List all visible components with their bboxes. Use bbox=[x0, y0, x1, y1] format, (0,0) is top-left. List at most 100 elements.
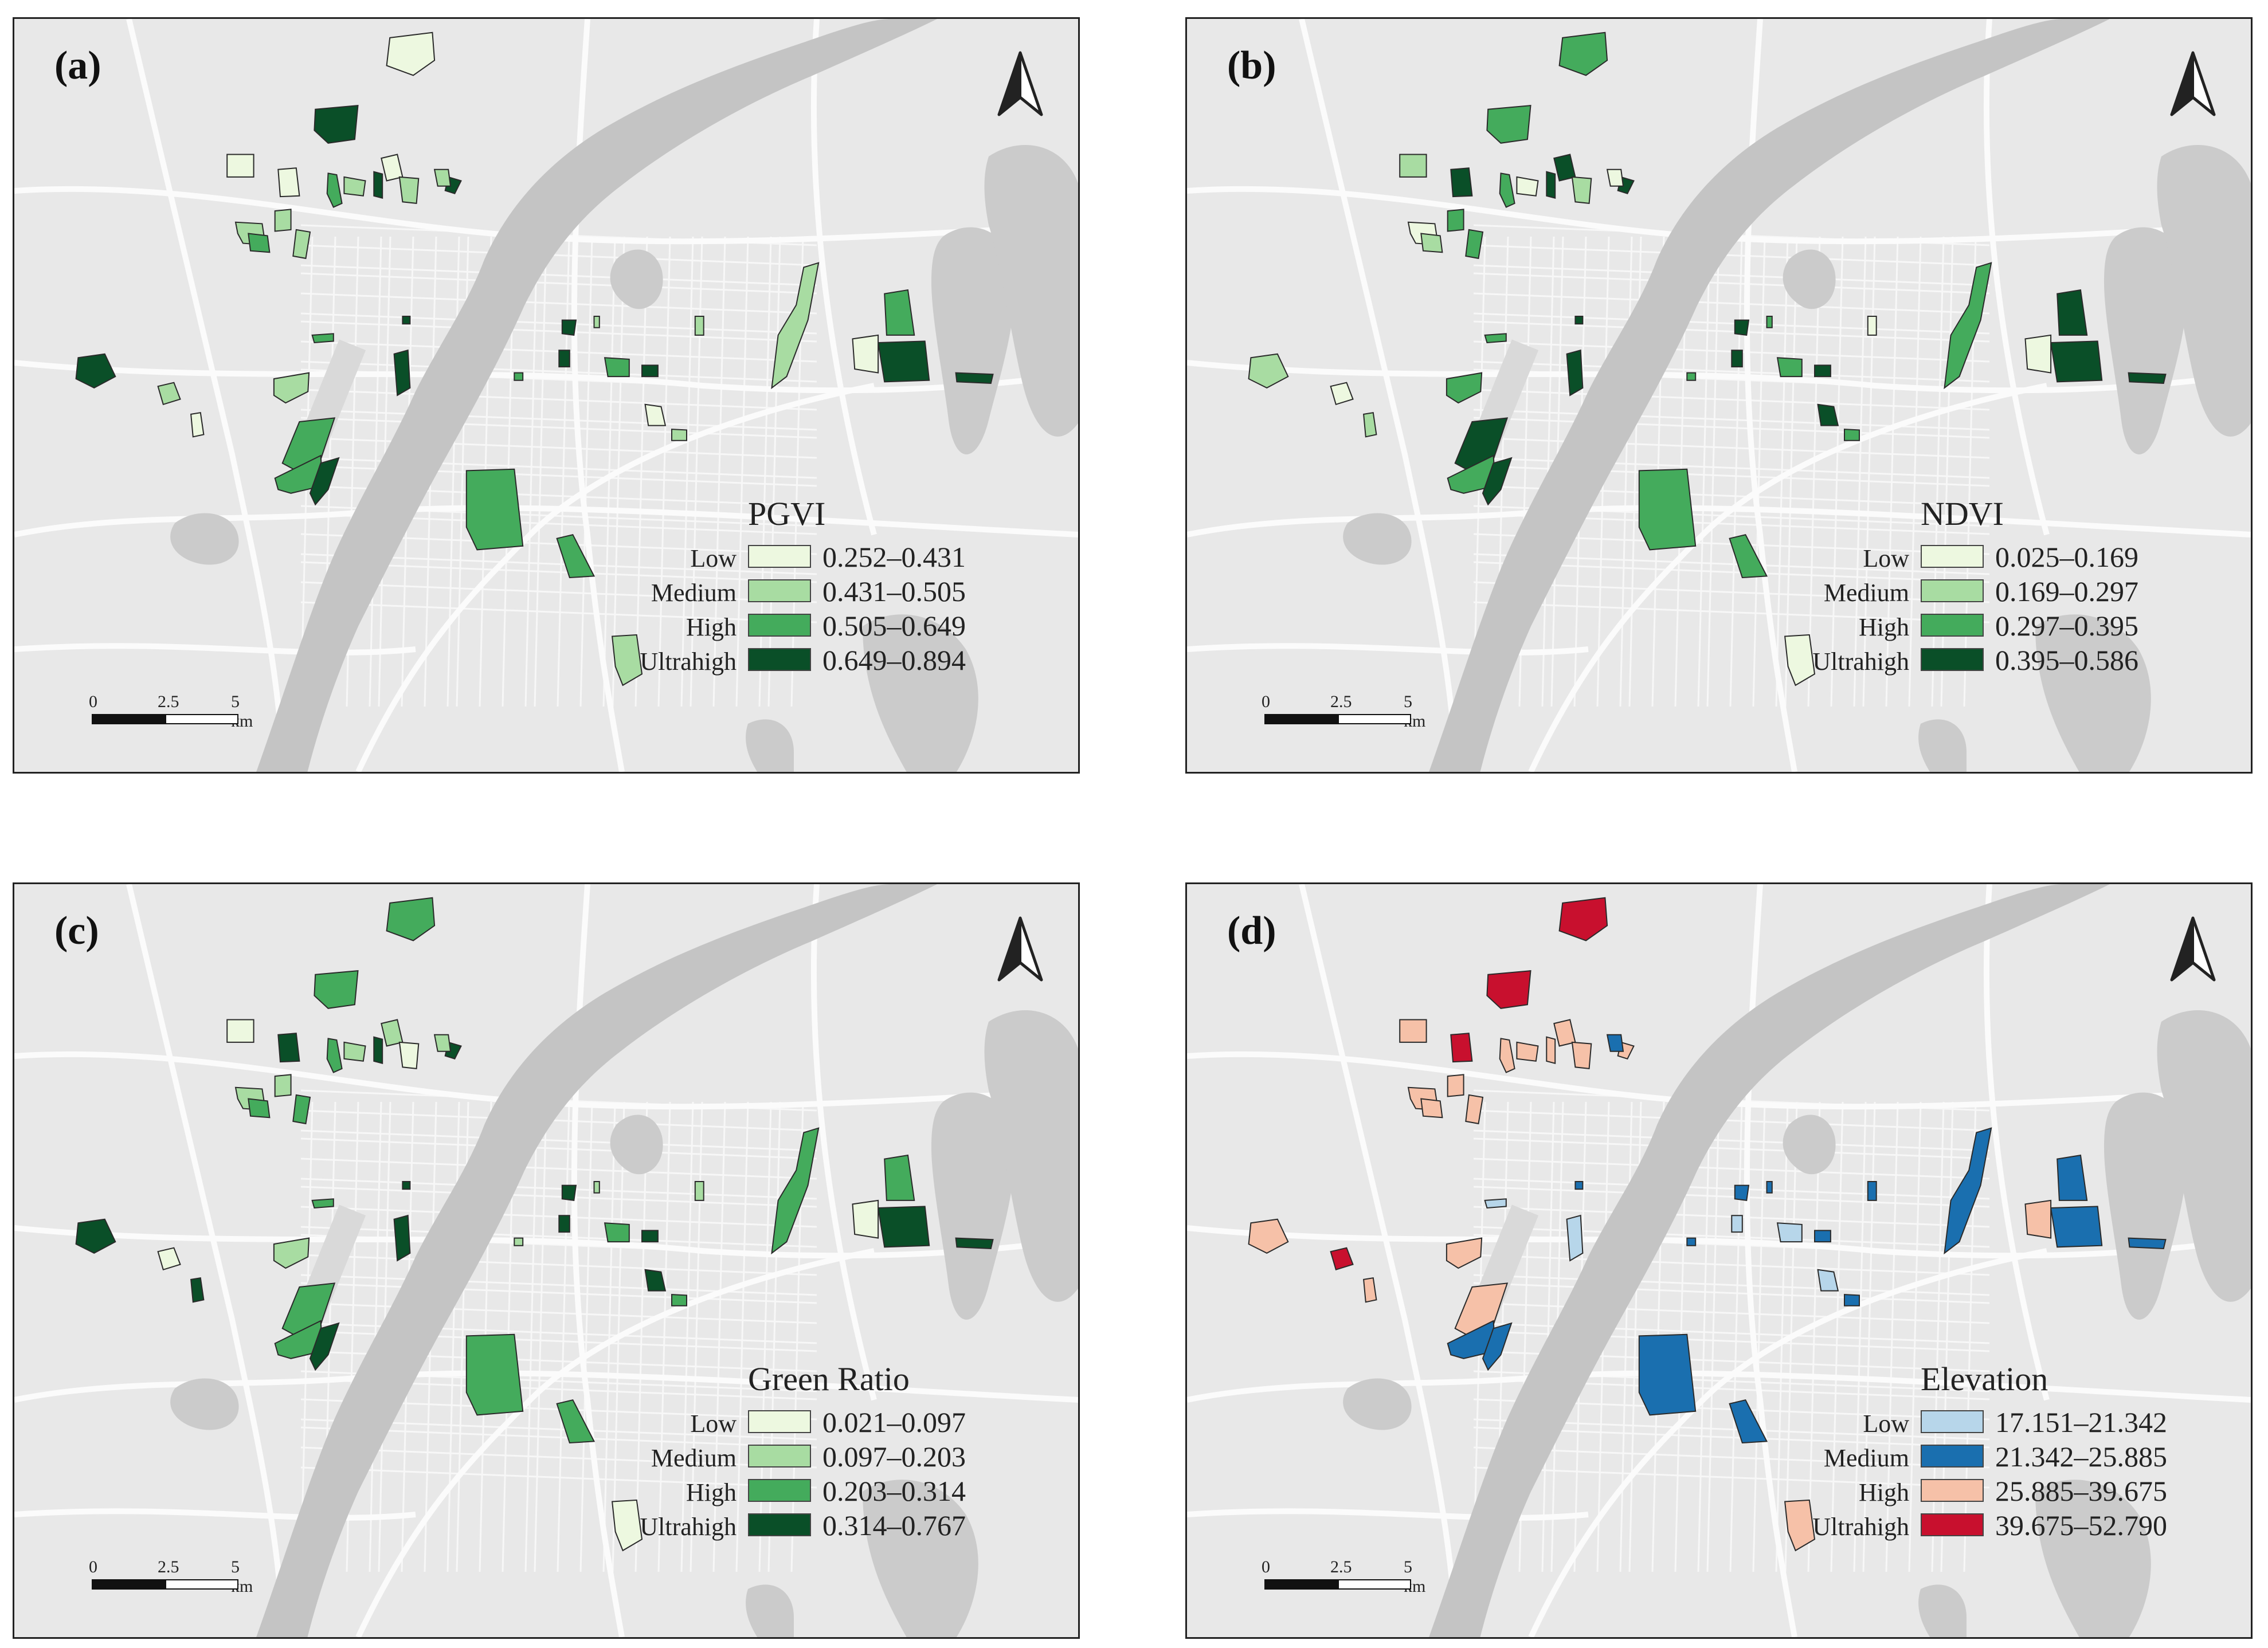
lake bbox=[2035, 614, 2151, 772]
scale-tick-label: 5 km bbox=[231, 692, 253, 731]
lake bbox=[170, 1378, 239, 1430]
lake bbox=[1783, 1115, 1836, 1175]
park-polygon-ultrahigh bbox=[402, 316, 411, 325]
panel-a-pgvi-map: (a) 0 2.5 5 km PGVI Low 0.252–0.431 Medium 0.431… bbox=[13, 17, 1080, 774]
legend-row-low: Low 0.021–0.097 bbox=[645, 1406, 1057, 1439]
legend-class-name: Low bbox=[690, 544, 737, 572]
main-road bbox=[14, 1508, 416, 1521]
lake bbox=[931, 1092, 1015, 1320]
park-polygon-high bbox=[1465, 1094, 1484, 1125]
park-polygon-high bbox=[604, 357, 630, 378]
park-polygon-medium bbox=[514, 1237, 524, 1246]
street-line bbox=[300, 244, 817, 266]
park-polygon-high bbox=[1638, 468, 1697, 551]
park-polygon-high bbox=[465, 468, 524, 551]
legend-class-name: Medium bbox=[651, 1444, 737, 1472]
park-polygon-low bbox=[852, 1199, 879, 1239]
park-polygon-high bbox=[1784, 1499, 1816, 1552]
legend-class-name: Ultrahigh bbox=[1812, 1513, 1909, 1541]
park-polygon-high bbox=[326, 1038, 343, 1073]
street-line bbox=[1473, 1186, 1990, 1208]
lake bbox=[2035, 1480, 2151, 1637]
park-polygon-medium bbox=[1814, 1230, 1831, 1243]
park-polygon-low bbox=[1731, 1215, 1743, 1233]
street-line bbox=[602, 236, 616, 707]
park-polygon-medium bbox=[273, 1237, 310, 1269]
park-polygon-ultrahigh bbox=[1486, 970, 1531, 1009]
park-polygon-medium bbox=[671, 429, 687, 441]
legend-row-ultrahigh: Ultrahigh 39.675–52.790 bbox=[1812, 1509, 2230, 1542]
park-polygon-low bbox=[1330, 382, 1354, 406]
main-road bbox=[355, 383, 875, 772]
main-road bbox=[1528, 1248, 2047, 1637]
park-polygon-medium bbox=[157, 382, 181, 406]
scale-tick-label: 0 bbox=[89, 692, 97, 711]
street-line bbox=[300, 417, 817, 439]
street-line bbox=[680, 1101, 694, 1572]
scale-bar: 0 2.5 5 km bbox=[89, 1557, 253, 1596]
scale-tick-label: 2.5 bbox=[1330, 692, 1352, 711]
street-line bbox=[1862, 236, 1876, 707]
street-line bbox=[1807, 1101, 1821, 1572]
scale-tick-label: 5 km bbox=[1404, 1557, 1426, 1596]
lake bbox=[1918, 1584, 1967, 1637]
street-line bbox=[579, 236, 593, 707]
panel-b-ndvi-map: (b) 0 2.5 5 km NDVI Low 0.025–0.169 Medium 0.169… bbox=[1185, 17, 2253, 774]
street-line bbox=[300, 1282, 817, 1304]
legend-row-ultrahigh: Ultrahigh 0.314–0.767 bbox=[640, 1509, 1057, 1542]
park-polygon-medium bbox=[433, 1034, 452, 1052]
legend: Green Ratio Low 0.021–0.097 Medium 0.097–0.2… bbox=[640, 1360, 1057, 1549]
park-polygon-high bbox=[274, 454, 324, 494]
scale-tick-label: 0 bbox=[89, 1557, 97, 1576]
scale-segment-dark bbox=[1264, 1579, 1339, 1590]
park-polygon-low bbox=[1817, 1269, 1839, 1292]
street-line bbox=[1830, 1101, 1844, 1572]
street-line bbox=[534, 236, 547, 707]
main-road bbox=[14, 1370, 1078, 1403]
park-polygon-medium bbox=[274, 209, 292, 232]
scale-segment-dark bbox=[1264, 714, 1339, 724]
legend-swatch bbox=[748, 1410, 811, 1433]
park-polygon-medium bbox=[292, 229, 311, 260]
park-polygon-ultrahigh bbox=[373, 171, 383, 199]
lake bbox=[2104, 227, 2188, 454]
park-polygon-ultrahigh bbox=[2128, 372, 2167, 384]
park-polygon-high bbox=[1558, 32, 1608, 76]
legend-title: NDVI bbox=[1921, 495, 2004, 532]
park-polygon-ultrahigh bbox=[955, 1237, 994, 1250]
park-polygon-medium bbox=[611, 634, 643, 686]
park-polygon-medium bbox=[2128, 1237, 2167, 1250]
park-polygon-ultrahigh bbox=[1450, 167, 1473, 198]
street-line bbox=[1706, 1101, 1720, 1572]
legend-title: PGVI bbox=[748, 495, 826, 532]
park-polygon-low bbox=[226, 1019, 254, 1043]
street-line bbox=[300, 1466, 817, 1489]
scale-segment-light bbox=[165, 714, 238, 724]
panel-label: (b) bbox=[1227, 44, 1276, 88]
street-line bbox=[1473, 601, 1990, 623]
legend-swatch bbox=[1921, 579, 1984, 602]
park-polygon-high bbox=[1571, 1041, 1592, 1070]
park-polygon-low bbox=[1776, 1222, 1803, 1243]
scale-tick-label: 2.5 bbox=[1330, 1557, 1352, 1576]
park-polygon-high bbox=[556, 1399, 596, 1444]
street-line bbox=[1473, 292, 1990, 315]
park-polygon-low bbox=[1606, 168, 1624, 187]
park-polygon-high bbox=[292, 1094, 311, 1125]
legend-range-value: 21.342–25.885 bbox=[1995, 1441, 2167, 1473]
lake bbox=[984, 1010, 1078, 1302]
street-line bbox=[1473, 1302, 1990, 1324]
park-polygon-medium bbox=[1686, 1237, 1697, 1246]
legend-row-low: Low 0.252–0.431 bbox=[645, 540, 1057, 574]
scale-segment-light bbox=[1338, 714, 1411, 724]
north-arrow-icon bbox=[2167, 50, 2219, 119]
river bbox=[256, 884, 937, 1637]
main-road bbox=[1187, 1508, 1589, 1521]
scale-bar: 0 2.5 5 km bbox=[1262, 692, 1425, 731]
park-polygon-ultrahigh bbox=[877, 1206, 930, 1248]
legend-swatch bbox=[1921, 1513, 1984, 1536]
lake bbox=[2157, 1010, 2251, 1302]
park-polygon-medium bbox=[1766, 1181, 1773, 1194]
legend-swatch bbox=[748, 545, 811, 568]
basemap-svg bbox=[1187, 884, 2251, 1637]
